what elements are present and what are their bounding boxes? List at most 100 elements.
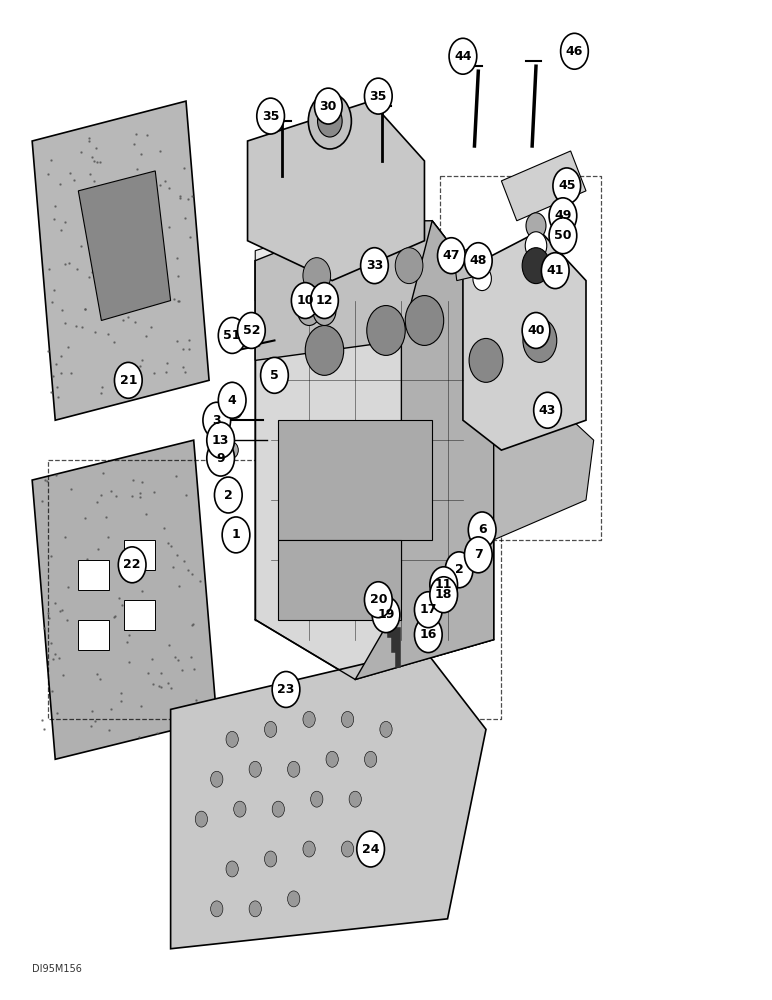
- Text: 43: 43: [539, 404, 556, 417]
- FancyBboxPatch shape: [124, 540, 155, 570]
- Circle shape: [257, 98, 284, 134]
- FancyBboxPatch shape: [279, 540, 401, 620]
- FancyBboxPatch shape: [78, 560, 109, 590]
- Circle shape: [218, 318, 246, 353]
- FancyBboxPatch shape: [279, 420, 432, 540]
- Circle shape: [207, 440, 235, 476]
- Text: 41: 41: [547, 264, 564, 277]
- Text: 50: 50: [554, 229, 572, 242]
- Circle shape: [215, 452, 227, 468]
- Circle shape: [525, 232, 547, 260]
- Text: 5: 5: [270, 369, 279, 382]
- Circle shape: [469, 512, 496, 548]
- Text: 24: 24: [362, 843, 379, 856]
- Polygon shape: [256, 221, 493, 360]
- Text: 49: 49: [554, 209, 571, 222]
- Circle shape: [430, 567, 458, 603]
- Polygon shape: [256, 211, 448, 320]
- Text: 1: 1: [232, 528, 240, 541]
- Circle shape: [238, 313, 266, 348]
- Circle shape: [291, 283, 319, 319]
- Text: 23: 23: [277, 683, 295, 696]
- Text: 40: 40: [527, 324, 545, 337]
- Circle shape: [114, 362, 142, 398]
- Circle shape: [226, 861, 239, 877]
- Circle shape: [465, 243, 493, 279]
- Text: 30: 30: [320, 100, 337, 113]
- Text: 2: 2: [455, 563, 463, 576]
- Circle shape: [226, 382, 239, 398]
- Circle shape: [473, 267, 492, 291]
- Circle shape: [273, 672, 300, 707]
- Text: 21: 21: [120, 374, 137, 387]
- Circle shape: [372, 597, 400, 633]
- Circle shape: [287, 891, 300, 907]
- Text: 52: 52: [242, 324, 260, 337]
- Text: 45: 45: [558, 179, 575, 192]
- Circle shape: [313, 296, 336, 325]
- Text: 7: 7: [474, 548, 482, 561]
- Circle shape: [341, 711, 354, 727]
- Text: 9: 9: [216, 452, 225, 465]
- Circle shape: [438, 238, 466, 274]
- Text: 35: 35: [370, 90, 387, 103]
- Text: 4: 4: [228, 394, 236, 407]
- Polygon shape: [448, 390, 594, 540]
- Polygon shape: [248, 101, 425, 281]
- Circle shape: [287, 761, 300, 777]
- Circle shape: [533, 392, 561, 428]
- Text: 3: 3: [212, 414, 221, 427]
- Circle shape: [523, 319, 557, 362]
- Circle shape: [226, 731, 239, 747]
- Text: 16: 16: [420, 628, 437, 641]
- Circle shape: [297, 296, 320, 325]
- Circle shape: [522, 248, 550, 284]
- Circle shape: [549, 218, 577, 254]
- Circle shape: [207, 422, 235, 458]
- Circle shape: [341, 841, 354, 857]
- Text: 17: 17: [419, 603, 437, 616]
- Circle shape: [522, 313, 550, 348]
- Circle shape: [273, 801, 284, 817]
- Circle shape: [364, 751, 377, 767]
- Circle shape: [314, 88, 342, 124]
- Circle shape: [310, 283, 338, 319]
- FancyBboxPatch shape: [124, 600, 155, 630]
- Circle shape: [553, 168, 581, 204]
- Circle shape: [310, 791, 323, 807]
- Circle shape: [445, 552, 473, 588]
- Circle shape: [234, 801, 246, 817]
- Circle shape: [469, 338, 503, 382]
- Polygon shape: [32, 440, 217, 759]
- Circle shape: [222, 482, 235, 498]
- Text: 22: 22: [124, 558, 141, 571]
- Text: 20: 20: [370, 593, 387, 606]
- Circle shape: [405, 296, 444, 345]
- Text: 2: 2: [224, 489, 232, 502]
- Text: 47: 47: [442, 249, 460, 262]
- Circle shape: [364, 582, 392, 618]
- Circle shape: [380, 721, 392, 737]
- Polygon shape: [256, 221, 493, 680]
- Polygon shape: [171, 650, 486, 949]
- Circle shape: [195, 811, 208, 827]
- Circle shape: [395, 248, 423, 284]
- Circle shape: [465, 537, 493, 573]
- Circle shape: [265, 851, 277, 867]
- Circle shape: [526, 213, 546, 239]
- Circle shape: [549, 198, 577, 234]
- Circle shape: [430, 577, 458, 613]
- Circle shape: [415, 617, 442, 653]
- Circle shape: [560, 33, 588, 69]
- Circle shape: [361, 248, 388, 284]
- Polygon shape: [355, 221, 493, 680]
- Text: 35: 35: [262, 110, 279, 123]
- Circle shape: [541, 253, 569, 289]
- Circle shape: [308, 93, 351, 149]
- Circle shape: [218, 382, 246, 418]
- Circle shape: [364, 78, 392, 114]
- Circle shape: [249, 901, 262, 917]
- Circle shape: [211, 771, 223, 787]
- Circle shape: [230, 402, 242, 418]
- Circle shape: [215, 477, 242, 513]
